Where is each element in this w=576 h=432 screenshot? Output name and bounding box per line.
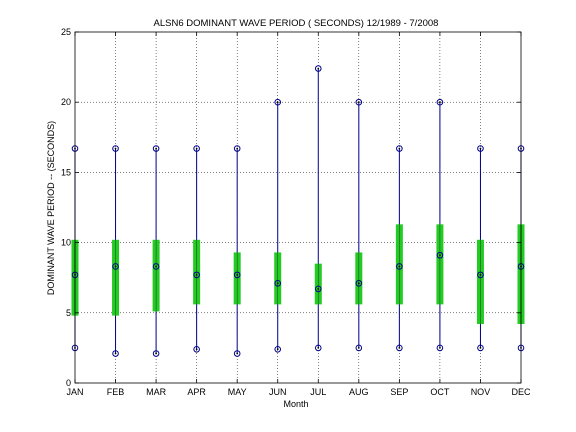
- min-marker-dot: [439, 347, 441, 349]
- x-tick-label: JAN: [66, 387, 83, 397]
- x-tick-label: FEB: [107, 387, 125, 397]
- min-marker-dot: [155, 352, 157, 355]
- min-marker-dot: [479, 347, 482, 349]
- y-tick-label: 20: [61, 97, 71, 107]
- y-axis-label: DOMINANT WAVE PERIOD -- (SECONDS): [46, 121, 56, 295]
- y-tick-label: 25: [61, 27, 71, 37]
- median-marker: [152, 263, 160, 270]
- min-marker-dot: [357, 347, 360, 349]
- box-may: [233, 145, 241, 357]
- median-marker: [112, 263, 119, 270]
- min-marker-dot: [195, 348, 198, 351]
- median-marker-dot: [276, 282, 279, 285]
- x-tick-label: SEP: [390, 387, 408, 397]
- max-marker-dot: [357, 101, 360, 104]
- max-marker: [355, 98, 363, 106]
- min-marker-dot: [276, 348, 279, 351]
- min-marker: [112, 350, 119, 357]
- max-marker-dot: [155, 147, 157, 150]
- max-marker: [314, 65, 322, 72]
- median-marker-dot: [195, 273, 198, 276]
- max-marker: [274, 98, 282, 106]
- x-tick-label: JUN: [269, 387, 287, 397]
- x-tick-label: MAR: [146, 387, 167, 397]
- y-tick-label: 10: [61, 238, 71, 248]
- min-marker: [477, 344, 484, 352]
- median-marker-dot: [439, 254, 441, 257]
- x-tick-label: OCT: [430, 387, 450, 397]
- grid-lines: [75, 32, 521, 383]
- max-marker: [233, 145, 241, 152]
- plot-frame: [74, 31, 522, 384]
- min-marker: [152, 350, 160, 357]
- min-marker: [193, 346, 200, 353]
- max-marker-dot: [439, 101, 441, 104]
- median-marker: [193, 271, 200, 279]
- y-tick-label: 5: [66, 308, 71, 318]
- box-aug: [355, 98, 363, 352]
- y-tick-label: 15: [61, 167, 71, 177]
- min-marker: [355, 344, 363, 352]
- y-axis-ticks: 0 5 10 15 20 25: [61, 27, 521, 388]
- max-marker-dot: [276, 101, 279, 104]
- max-marker-dot: [236, 147, 239, 150]
- box-series: [71, 65, 525, 357]
- min-marker: [274, 346, 282, 353]
- min-marker: [436, 344, 444, 352]
- box-jul: [314, 65, 322, 352]
- max-marker-dot: [317, 67, 320, 70]
- max-marker-dot: [398, 147, 401, 150]
- max-marker: [436, 98, 444, 106]
- x-tick-label: AUG: [349, 387, 369, 397]
- min-marker: [233, 350, 241, 357]
- x-axis-ticks: JAN FEB MAR APR MAY JUN JUL AUG SEP OCT NOV DEC: [66, 32, 531, 397]
- box-sep: [395, 145, 403, 352]
- max-marker-dot: [114, 147, 117, 150]
- x-tick-label: APR: [187, 387, 206, 397]
- box-feb: [112, 145, 120, 357]
- max-marker: [193, 145, 200, 152]
- max-marker: [396, 145, 403, 152]
- max-marker: [152, 145, 160, 152]
- x-tick-label: DEC: [511, 387, 531, 397]
- y-tick-label: 0: [66, 378, 71, 388]
- box-oct: [436, 98, 444, 352]
- median-marker-dot: [114, 265, 117, 268]
- median-marker: [233, 271, 241, 279]
- median-marker-dot: [398, 265, 401, 268]
- x-tick-label: NOV: [471, 387, 491, 397]
- box-apr: [193, 145, 201, 353]
- min-marker-dot: [114, 352, 117, 355]
- min-marker-dot: [236, 352, 239, 355]
- min-marker-dot: [317, 347, 320, 349]
- median-marker: [436, 251, 444, 259]
- median-marker-dot: [317, 288, 320, 290]
- median-marker: [274, 280, 282, 287]
- box-mar: [152, 145, 160, 357]
- max-marker-dot: [479, 147, 482, 150]
- median-marker-dot: [236, 273, 239, 276]
- min-marker: [396, 344, 403, 352]
- max-marker: [477, 145, 484, 152]
- median-marker: [396, 263, 403, 270]
- max-marker-dot: [195, 147, 198, 150]
- median-marker-dot: [357, 282, 360, 285]
- x-tick-label: JUL: [310, 387, 326, 397]
- max-marker: [112, 145, 119, 152]
- median-marker-dot: [479, 273, 482, 276]
- min-marker-dot: [398, 347, 401, 349]
- x-tick-label: MAY: [228, 387, 247, 397]
- chart-title: ALSN6 DOMINANT WAVE PERIOD ( SECONDS) 12…: [154, 18, 439, 29]
- median-marker: [355, 280, 363, 287]
- min-marker: [314, 344, 322, 352]
- median-marker: [314, 285, 322, 293]
- median-marker: [477, 271, 484, 279]
- median-marker-dot: [155, 265, 157, 268]
- box-jun: [274, 98, 282, 353]
- x-axis-label: Month: [283, 399, 308, 409]
- box-nov: [476, 145, 484, 352]
